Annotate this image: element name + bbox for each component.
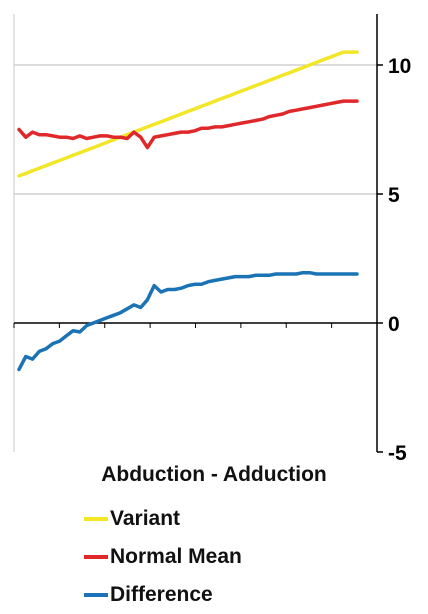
series-line-variant [17,50,359,178]
series-line-difference [17,270,359,372]
legend-item-normal-mean: Normal Mean [84,538,242,576]
legend: Variant Normal Mean Difference [84,500,242,614]
legend-swatch-normal-mean [84,555,108,559]
legend-swatch-difference [84,593,108,597]
y-tick-label-10: 10 [388,55,411,78]
legend-item-difference: Difference [84,576,242,614]
legend-item-variant: Variant [84,500,242,538]
legend-label-normal-mean: Normal Mean [110,545,242,568]
series-line-normal-mean [17,99,359,150]
y-tick-label--5: -5 [388,442,407,465]
y-tick-label-5: 5 [388,184,400,207]
y-tick-label-0: 0 [388,313,400,336]
legend-label-variant: Variant [110,507,181,530]
chart-title: Abduction - Adduction [101,463,327,486]
legend-swatch-variant [84,517,108,521]
legend-label-difference: Difference [110,583,213,606]
